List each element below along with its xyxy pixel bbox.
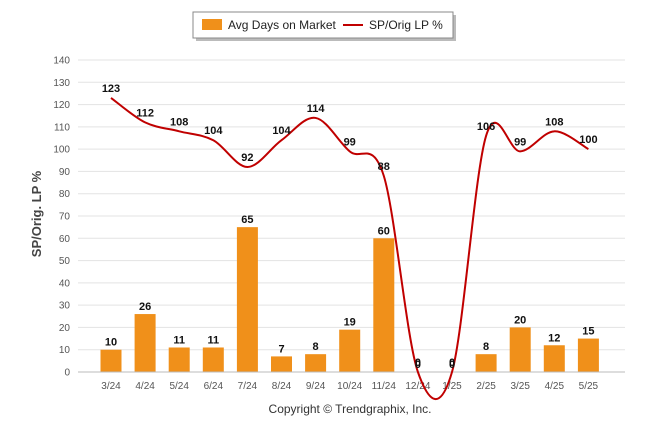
line-data-label: 112 xyxy=(136,107,154,119)
copyright-footer: Copyright © Trendgraphix, Inc. xyxy=(269,402,432,416)
y-tick-label: 40 xyxy=(59,278,71,289)
x-tick-label: 3/24 xyxy=(101,381,121,392)
bar-data-label: 7 xyxy=(278,343,284,355)
gridlines xyxy=(78,59,625,373)
bar xyxy=(339,329,361,372)
legend-box xyxy=(192,11,454,39)
bar xyxy=(236,227,258,372)
line-data-label: 0 xyxy=(415,357,421,369)
x-tick-label: 1/25 xyxy=(442,381,462,392)
line-data-label: 123 xyxy=(102,83,120,95)
bar xyxy=(202,347,224,372)
y-axis-label: SP/Orig. LP % xyxy=(29,170,44,257)
y-tick-label: 20 xyxy=(59,323,71,334)
x-tick-label: 5/25 xyxy=(579,381,599,392)
line-data-label: 88 xyxy=(378,161,390,173)
bar xyxy=(168,347,190,372)
line-data-label: 104 xyxy=(272,125,291,137)
bar-data-label: 10 xyxy=(105,337,117,349)
bar-data-label: 11 xyxy=(173,334,185,346)
bar-data-label: 0 xyxy=(415,359,421,371)
bar-data-label: 12 xyxy=(548,332,560,344)
y-tick-label: 50 xyxy=(59,256,71,267)
x-tick-label: 10/24 xyxy=(337,381,362,392)
bar-data-label: 19 xyxy=(344,317,356,329)
bar xyxy=(271,356,292,372)
bar-data-labels: 10 26 11 11 65 7 8 19 60 0 0 8 20 12 15 xyxy=(105,214,595,371)
line-data-label: 0 xyxy=(449,357,455,369)
bar-data-label: 65 xyxy=(241,214,253,226)
y-tick-label: 80 xyxy=(59,189,71,200)
legend-label-line: SP/Orig LP % xyxy=(369,18,443,32)
line-data-label: 106 xyxy=(477,121,495,133)
x-tick-label: 7/24 xyxy=(238,381,258,392)
line-data-label: 99 xyxy=(514,136,526,148)
bar xyxy=(509,327,531,372)
y-tick-labels: 0 10 20 30 40 50 60 70 80 90 100 110 120 130 140 xyxy=(53,56,70,379)
x-tick-label: 3/25 xyxy=(510,381,530,392)
bar-data-label: 11 xyxy=(207,334,219,346)
bar-data-label: 26 xyxy=(139,301,151,313)
x-tick-label: 4/24 xyxy=(135,381,155,392)
legend-label-bar: Avg Days on Market xyxy=(228,18,336,32)
bar-data-label: 8 xyxy=(483,341,489,353)
bar-data-label: 15 xyxy=(582,326,594,338)
bar xyxy=(100,349,122,372)
line-data-label: 114 xyxy=(307,103,326,115)
bar xyxy=(134,314,156,372)
x-tick-label: 9/24 xyxy=(306,381,326,392)
bar xyxy=(305,354,327,372)
line-data-label: 100 xyxy=(579,134,597,146)
line-data-label: 104 xyxy=(204,125,223,137)
bar-data-label: 20 xyxy=(514,314,526,326)
bar xyxy=(475,354,497,372)
bar xyxy=(577,338,599,372)
x-tick-label: 11/24 xyxy=(372,381,397,392)
line-data-label: 99 xyxy=(344,136,356,148)
x-tick-label: 12/24 xyxy=(405,381,430,392)
x-tick-label: 4/25 xyxy=(545,381,565,392)
y-tick-label: 70 xyxy=(59,212,71,223)
line-data-label: 108 xyxy=(545,116,563,128)
bar-series xyxy=(100,227,599,372)
x-tick-label: 5/24 xyxy=(169,381,189,392)
sp-orig-lp-line xyxy=(110,97,589,401)
bar-data-label: 0 xyxy=(449,359,455,371)
y-tick-label: 0 xyxy=(64,368,70,379)
bar-data-label: 60 xyxy=(378,225,390,237)
y-tick-label: 30 xyxy=(59,301,71,312)
bar-data-label: 8 xyxy=(313,341,319,353)
line-series xyxy=(110,97,589,401)
y-tick-label: 120 xyxy=(53,100,70,111)
line-data-label: 108 xyxy=(170,116,188,128)
bar xyxy=(373,238,395,372)
y-tick-label: 90 xyxy=(59,167,71,178)
bar xyxy=(543,345,565,372)
legend-swatch-bar xyxy=(202,19,222,30)
y-tick-label: 110 xyxy=(54,122,70,133)
x-tick-label: 8/24 xyxy=(272,381,292,392)
y-tick-label: 130 xyxy=(53,78,70,89)
x-tick-label: 2/25 xyxy=(476,381,496,392)
y-tick-label: 140 xyxy=(53,56,70,67)
y-tick-label: 60 xyxy=(59,234,71,245)
legend: Avg Days on Market SP/Orig LP % xyxy=(192,11,456,41)
x-axis: 3/24 4/24 5/24 6/24 7/24 8/24 9/24 10/24 11/24 12… xyxy=(78,371,625,392)
y-tick-label: 100 xyxy=(53,145,70,156)
line-data-label: 92 xyxy=(241,152,253,164)
y-tick-label: 10 xyxy=(59,345,71,356)
x-tick-label: 6/24 xyxy=(204,381,224,392)
